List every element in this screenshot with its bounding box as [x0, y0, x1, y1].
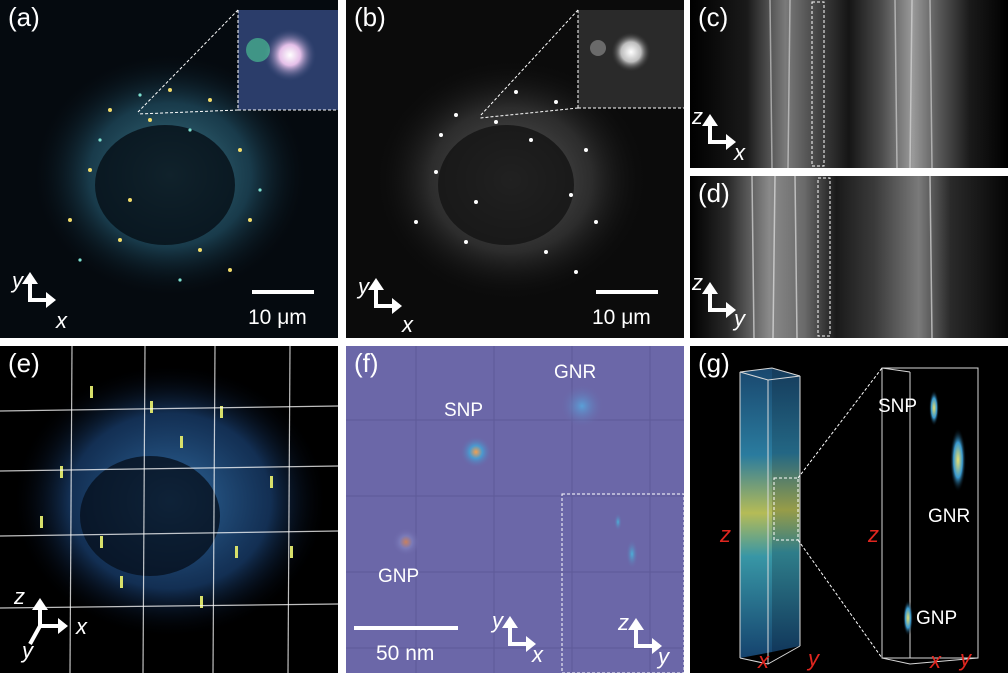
- panel-e: (e) z x y: [0, 346, 338, 673]
- panel-f: (f) GNR SNP GNP 50 nm y x z y: [346, 346, 684, 673]
- panel-f-scale-bar: [354, 626, 458, 630]
- panel-b-scale-text: 10 μm: [592, 306, 651, 329]
- panel-b-image: [368, 9, 684, 314]
- panel-f-gnp-label: GNP: [378, 566, 420, 587]
- panel-f-image: [346, 346, 684, 673]
- panel-g: (g) z x y z x y SNP GNR GNP: [690, 346, 1008, 673]
- panel-b-scale-bar: [596, 290, 658, 294]
- panel-g-snp-label: SNP: [878, 396, 918, 417]
- panel-e-axis-z: z: [14, 584, 25, 609]
- panel-a: (a) y x 10 μm: [0, 0, 338, 338]
- panel-d-axis-y: y: [734, 306, 745, 331]
- panel-f-gnr-label: GNR: [554, 362, 597, 383]
- panel-f-inset-axis-z: z: [618, 610, 629, 635]
- panel-f-axis-x: x: [532, 642, 543, 667]
- panel-d-axis-z: z: [692, 270, 703, 295]
- panel-f-snp-label: SNP: [444, 400, 484, 421]
- panel-f-scale-text: 50 nm: [376, 642, 435, 665]
- panel-c-axis-x: x: [734, 140, 745, 165]
- panel-a-label: (a): [8, 2, 40, 32]
- panel-a-axis-x: x: [56, 308, 67, 333]
- panel-c: (c) z x: [690, 0, 1008, 168]
- panel-g-gnp-label: GNP: [916, 608, 958, 629]
- panel-b-label: (b): [354, 2, 386, 32]
- panel-e-label: (e): [8, 348, 40, 378]
- panel-g-left-axis-x: x: [758, 648, 769, 673]
- panel-f-inset-axis-y: y: [658, 644, 669, 669]
- panel-e-axis-x: x: [76, 614, 87, 639]
- panel-g-right-axis-y: y: [960, 646, 971, 671]
- panel-a-scale-bar: [252, 290, 314, 294]
- panel-g-gnr-label: GNR: [928, 506, 971, 527]
- panel-g-left-axis-z: z: [720, 522, 731, 547]
- panel-b-axis-x: x: [402, 312, 413, 337]
- panel-c-image: [690, 0, 1008, 168]
- panel-b-axis-y: y: [358, 274, 369, 299]
- panel-a-scale-text: 10 μm: [248, 306, 307, 329]
- panel-g-label: (g): [698, 348, 730, 378]
- panel-c-label: (c): [698, 2, 729, 32]
- panel-f-axis-y: y: [492, 608, 503, 633]
- panel-b: (b) y x 10 μm: [346, 0, 684, 338]
- panel-a-image: [22, 9, 338, 308]
- panel-d-image: [690, 176, 1008, 338]
- panel-e-image: [0, 346, 338, 673]
- panel-g-right-axis-x: x: [930, 648, 941, 673]
- panel-c-axis-z: z: [692, 104, 703, 129]
- panel-f-label: (f): [354, 348, 379, 378]
- panel-g-image: [739, 367, 979, 665]
- panel-g-left-axis-y: y: [808, 646, 819, 671]
- panel-d-label: (d): [698, 178, 730, 208]
- panel-d: (d) z y: [690, 176, 1008, 338]
- panel-a-axis-y: y: [12, 268, 23, 293]
- panel-e-axis-y: y: [22, 638, 33, 663]
- panel-g-right-axis-z: z: [868, 522, 879, 547]
